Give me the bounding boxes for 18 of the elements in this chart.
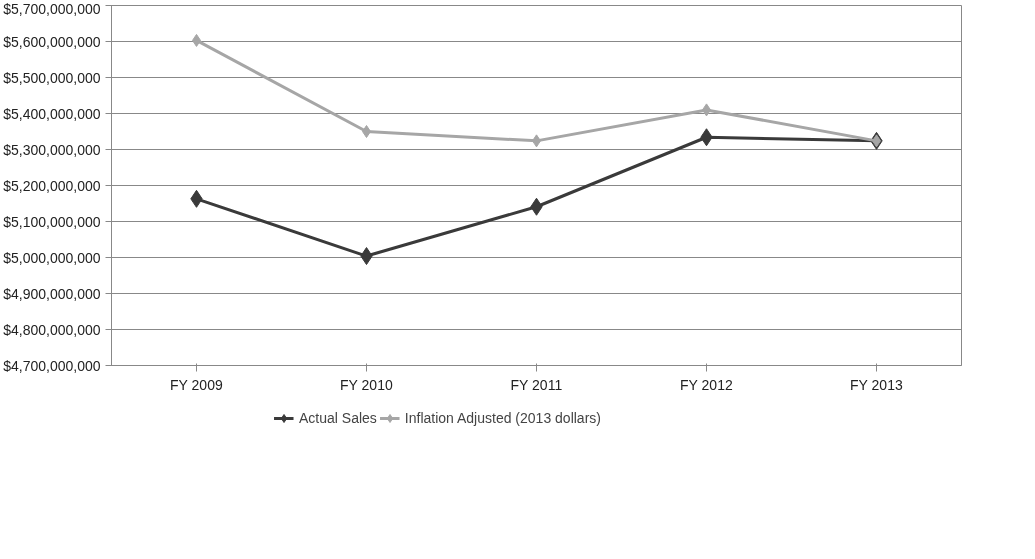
- y-tick-label: $5,400,000,000: [3, 105, 101, 122]
- y-tick-label: $5,100,000,000: [3, 213, 101, 230]
- x-tick-label: FY 2013: [850, 376, 903, 393]
- y-tick-label: $5,700,000,000: [3, 0, 101, 17]
- x-tick-label: FY 2009: [170, 376, 223, 393]
- y-tick-label: $4,900,000,000: [3, 285, 101, 302]
- legend-label: Inflation Adjusted (2013 dollars): [404, 410, 601, 426]
- y-tick-label: $4,800,000,000: [3, 321, 101, 338]
- y-tick-label: $5,300,000,000: [3, 141, 101, 158]
- x-tick-label: FY 2012: [680, 376, 733, 393]
- y-tick-label: $5,500,000,000: [3, 69, 101, 86]
- x-tick-label: FY 2010: [340, 376, 393, 393]
- x-tick-label: FY 2011: [510, 376, 563, 393]
- y-tick-label: $4,700,000,000: [3, 357, 101, 374]
- y-tick-label: $5,000,000,000: [3, 249, 101, 266]
- y-tick-label: $5,600,000,000: [3, 33, 101, 50]
- y-tick-label: $5,200,000,000: [3, 177, 101, 194]
- legend-label: Actual Sales: [299, 410, 377, 426]
